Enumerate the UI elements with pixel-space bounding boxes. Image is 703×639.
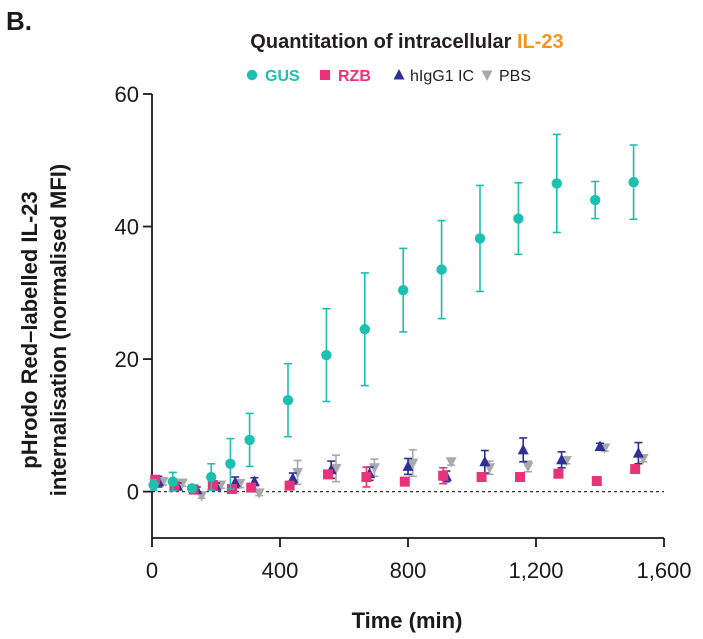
legend-marker [393,69,405,80]
data-point [551,178,562,189]
data-point [292,467,304,479]
data-point [321,349,332,361]
y-axis-label-line1: pHrodo Red–labelled IL-23 [17,191,42,469]
data-point [553,468,564,479]
panel-label: B. [6,6,32,36]
data-point [359,324,370,335]
chart-title-highlight: IL-23 [517,31,564,53]
data-point [517,443,529,455]
data-point [402,460,414,471]
data-point [476,472,487,483]
data-point [445,457,457,468]
legend-item-pbs: PBS [481,68,531,85]
data-point [282,394,294,406]
data-point [186,483,198,494]
chart-title: Quantitation of intracellular IL-23 [250,31,563,53]
data-point [590,194,601,206]
y-axis-label: pHrodo Red–labelled IL-23 internalisatio… [17,164,71,496]
x-tick-label: 1,600 [636,558,691,583]
x-tick-label: 0 [146,558,158,583]
data-point [556,453,568,465]
y-tick-label: 0 [127,480,139,505]
legend-item-higg1-ic: hIgG1 IC [393,68,474,85]
data-marks [148,133,649,502]
legend-marker [320,70,330,80]
data-point [253,488,265,499]
data-point [225,458,236,469]
data-point [284,480,295,491]
y-tick-label: 40 [115,215,139,240]
data-point [398,284,409,296]
data-point [206,471,217,483]
x-tick-label: 400 [262,558,299,583]
data-point [148,479,159,491]
data-point [287,472,299,483]
data-point [479,455,491,467]
data-point [474,233,486,244]
data-point [246,482,257,493]
data-point [361,472,372,483]
legend-label: PBS [499,68,531,85]
legend-label: GUS [265,68,300,85]
data-point [594,440,606,452]
x-tick-label: 800 [390,558,427,583]
data-point [630,464,641,475]
data-point [438,470,449,481]
data-point [176,478,188,489]
data-point [244,434,255,446]
y-tick-label: 60 [115,82,139,107]
data-point [522,461,534,473]
series-gus [148,133,639,494]
series-rzb [150,464,641,495]
data-point [323,469,333,480]
data-point [436,264,447,275]
legend-item-gus: GUS [246,68,300,85]
data-point [515,472,525,483]
y-axis-label-line2: internalisation (normalised MFI) [46,164,71,496]
x-axis-label: Time (min) [352,608,463,633]
legend-item-rzb: RZB [320,68,371,85]
data-point [330,463,342,475]
legend: GUS RZB hIgG1 IC PBS [246,68,531,85]
x-tick-label: 1,200 [508,558,563,583]
data-point [207,479,218,490]
axes: 0 20 40 60 0 400 800 1,200 1,600 [115,82,692,583]
data-point [399,476,410,487]
legend-label: hIgG1 IC [410,68,474,85]
data-point [407,458,419,470]
chart-title-prefix: Quantitation of intracellular [250,31,517,53]
data-point [368,463,380,474]
legend-marker [246,69,258,81]
data-point [632,447,644,458]
data-point [591,476,602,487]
legend-marker [481,70,493,81]
y-tick-label: 20 [115,347,139,372]
data-point [513,213,524,224]
data-point [628,176,639,188]
data-point [167,476,178,487]
legend-label: RZB [338,68,371,85]
